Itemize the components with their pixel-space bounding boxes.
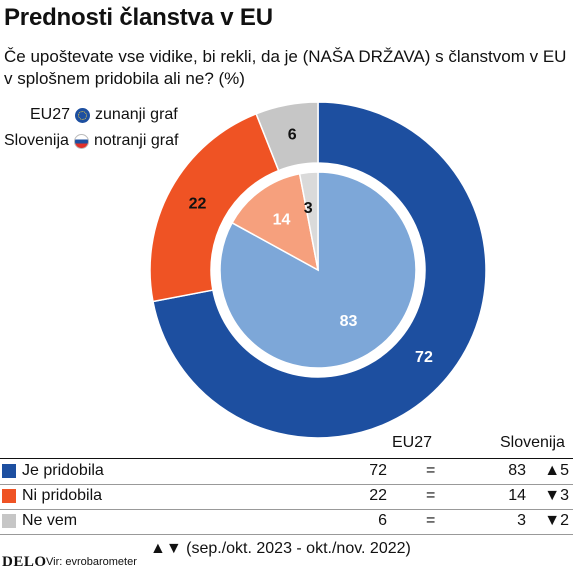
delo-logo: DELO <box>2 554 47 570</box>
chart-subtitle: Če upoštevate vse vidike, bi rekli, da j… <box>4 47 567 88</box>
table-rule <box>0 458 573 459</box>
inner-slice-ne-vem <box>298 171 319 271</box>
row-label: Ni pridobila <box>22 487 103 504</box>
table-row: Je pridobila 72 = 83 ▲5 <box>0 460 573 484</box>
footer: DELO Vir: evrobarometer ▲▼ (sep./okt. 20… <box>0 540 573 579</box>
table-rule <box>0 534 573 535</box>
table-rule <box>0 509 573 510</box>
legend-inner-desc: notranji graf <box>93 132 179 149</box>
row-si-value: 83 <box>508 462 526 479</box>
table-row: Ne vem 6 = 3 ▼2 <box>0 510 573 534</box>
legend-outer-desc: zunanji graf <box>95 106 178 123</box>
inner-label-ni-pridobila: 14 <box>273 211 291 228</box>
legend-outer-name: EU27 <box>30 106 71 123</box>
row-equals: = <box>426 512 436 529</box>
row-change: ▼3 <box>544 487 569 504</box>
outer-slice-ne-vem <box>255 102 319 172</box>
swatch-je-pridobila <box>2 464 16 478</box>
legend-outer: EU27 zunanji graf <box>30 106 178 124</box>
row-eu-value: 6 <box>378 512 387 529</box>
table-rule <box>0 484 573 485</box>
row-change: ▼2 <box>544 512 569 529</box>
inner-slice-ni-pridobila <box>231 172 320 272</box>
outer-slice-je-pridobila <box>152 102 486 438</box>
outer-label-ni-pridobila: 22 <box>189 195 207 212</box>
legend-inner-name: Slovenija <box>4 132 69 149</box>
swatch-ne-vem <box>2 514 16 528</box>
row-equals: = <box>426 487 436 504</box>
source-note: Vir: evrobarometer <box>46 556 137 568</box>
row-label: Je pridobila <box>22 462 104 479</box>
inner-label-je-pridobila: 83 <box>340 313 358 330</box>
inner-label-ne-vem: 3 <box>304 200 313 217</box>
row-eu-value: 22 <box>369 487 387 504</box>
inner-slice-je-pridobila <box>219 171 417 369</box>
slovenia-flag-icon <box>73 133 89 149</box>
table-header-slovenia: Slovenija <box>500 434 565 451</box>
row-si-value: 3 <box>517 512 526 529</box>
row-equals: = <box>426 462 436 479</box>
donut-chart: 72 22 6 83 14 3 <box>150 102 486 438</box>
period-note: ▲▼ (sep./okt. 2023 - okt./nov. 2022) <box>150 540 411 557</box>
chart-title: Prednosti članstva v EU <box>4 4 273 31</box>
row-eu-value: 72 <box>369 462 387 479</box>
row-label: Ne vem <box>22 512 78 529</box>
row-si-value: 14 <box>508 487 526 504</box>
table-row: Ni pridobila 22 = 14 ▼3 <box>0 485 573 509</box>
eu-flag-icon <box>75 107 91 123</box>
legend-inner: Slovenija notranji graf <box>4 132 178 150</box>
outer-label-je-pridobila: 72 <box>415 349 433 366</box>
table-header-eu: EU27 <box>392 434 433 451</box>
outer-label-ne-vem: 6 <box>288 126 297 143</box>
row-change: ▲5 <box>544 462 569 479</box>
swatch-ni-pridobila <box>2 489 16 503</box>
